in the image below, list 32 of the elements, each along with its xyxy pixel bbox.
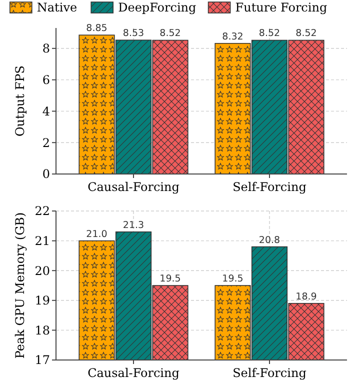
y-tick-label: 17 [34,353,50,368]
data-label: 20.8 [258,234,280,246]
x-tick-label: Self-Forcing [232,366,307,380]
y-axis-title: Peak GPU Memory (GB) [13,212,27,359]
y-tick-label: 0 [42,167,50,182]
data-label: 18.9 [296,291,317,302]
legend-label: DeepForcing [118,0,197,14]
y-tick-label: 19 [34,294,50,308]
y-axis-title: Output FPS [13,65,27,137]
legend-label: Future Forcing [235,0,328,14]
x-tick-label: Causal-Forcing [88,180,180,194]
data-label: 8.53 [122,28,144,40]
data-label: 8.52 [296,28,317,40]
data-label: 21.3 [122,220,144,231]
y-tick-label: 4 [42,104,50,118]
y-tick-label: 21 [34,234,50,248]
y-tick-label: 22 [34,204,50,218]
y-tick-label: 18 [34,323,50,338]
y-tick-label: 6 [42,73,50,88]
data-label: 19.5 [222,274,244,284]
legend-label: Native [36,0,78,14]
data-label: 8.52 [258,28,280,40]
data-label: 19.5 [160,274,181,284]
x-tick-label: Self-Forcing [232,180,307,194]
data-label: 8.32 [222,31,244,42]
y-tick-label: 8 [42,42,50,56]
data-label: 8.52 [160,28,181,40]
x-tick-label: Causal-Forcing [88,366,180,380]
y-tick-label: 20 [34,264,50,278]
data-label: 21.0 [86,228,108,240]
y-tick-label: 2 [42,136,50,150]
data-label: 8.85 [86,23,108,34]
